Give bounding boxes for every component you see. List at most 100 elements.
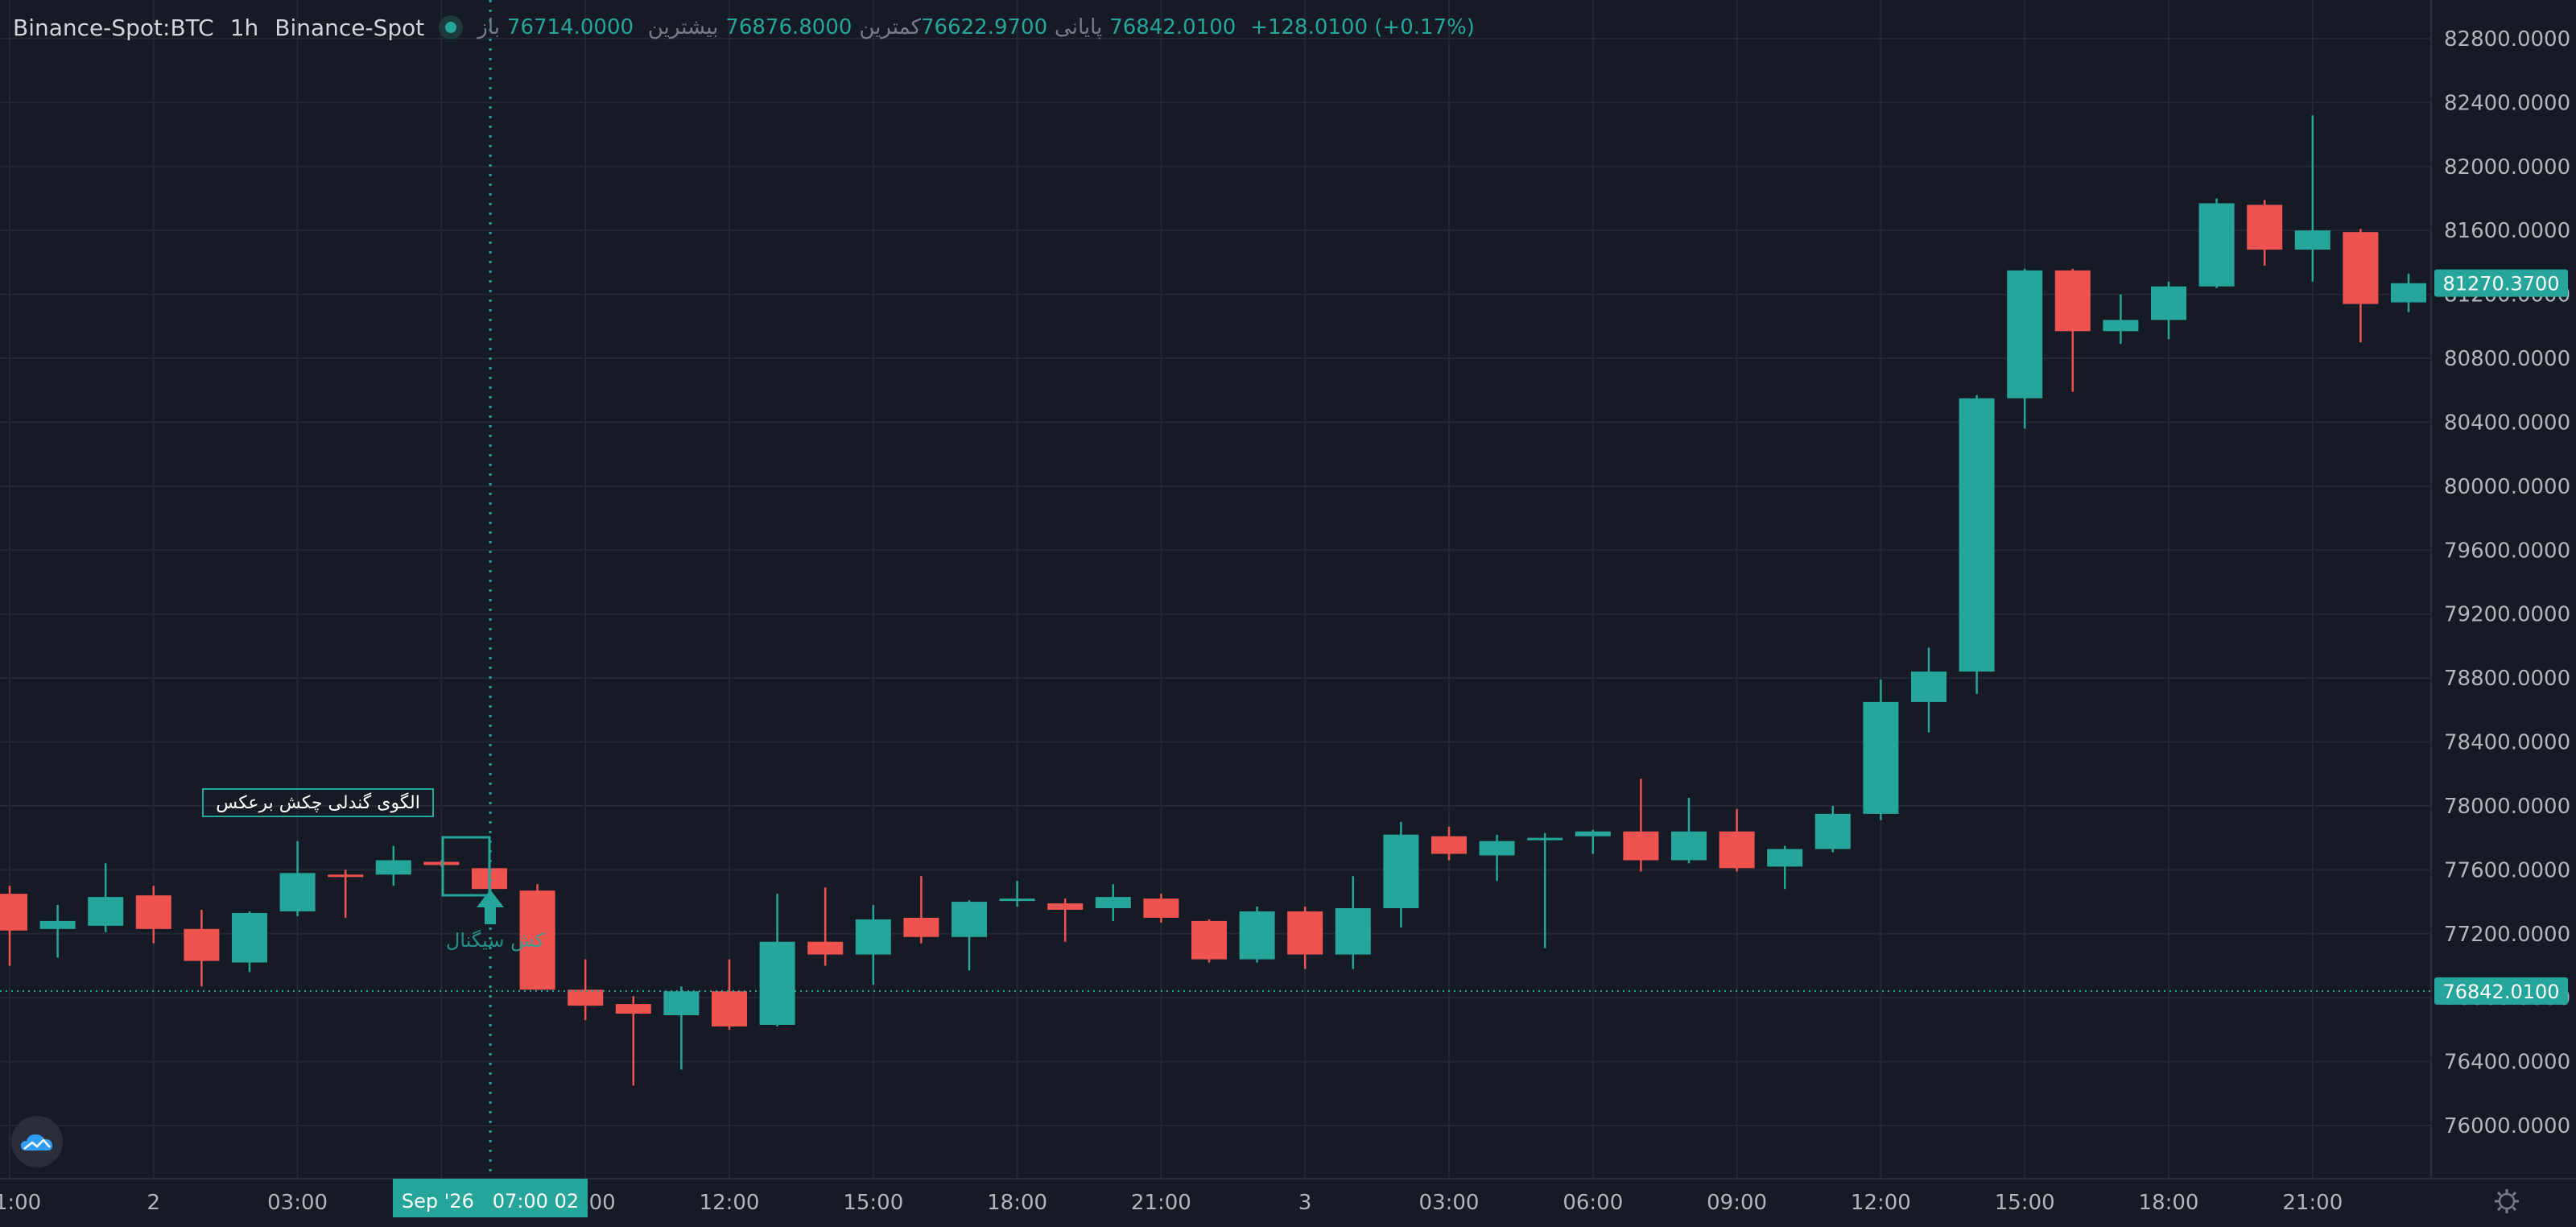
crosshair-time-label: Sep '26 07:00 02 [402,1190,579,1213]
candle-body[interactable] [88,897,124,926]
live-dot-icon [439,15,464,39]
high-label: بیشترین [647,15,719,39]
time-axis[interactable]: 1:00 2 03:00 06:00 09:00 12:00 15:00 18:00 21:00… [0,1191,2343,1215]
change-value: +128.0100 (+0.17%) [1250,15,1475,39]
candle-body[interactable] [2247,204,2283,250]
price-tick-label: 81600.0000 [2444,219,2570,243]
time-tick-label: 03:00 [267,1191,328,1215]
candle-body[interactable] [568,989,604,1006]
candle-body[interactable] [1287,911,1323,955]
time-tick-label: 2 [147,1191,161,1215]
price-tick-label: 79200.0000 [2444,603,2570,627]
price-axis[interactable]: 82800.0000 82400.0000 82000.0000 81600.0000… [2444,27,2570,1138]
time-tick-label: 09:00 [1707,1191,1767,1215]
price-tick-label: 77600.0000 [2444,858,2570,882]
candle-body[interactable] [2007,270,2043,399]
time-tick-label: 15:00 [1995,1191,2055,1215]
price-tick-label: 82800.0000 [2444,27,2570,52]
candle-body[interactable] [2391,283,2426,303]
candle-body[interactable] [328,874,364,878]
candle-body[interactable] [423,861,460,866]
candle-body[interactable] [1239,911,1275,960]
candle-body[interactable] [1143,899,1179,918]
candle-body[interactable] [1527,837,1563,841]
candle-body[interactable] [712,991,747,1027]
price-tick-label: 79600.0000 [2444,539,2570,563]
pattern-highlight-box [441,836,491,897]
candle-body[interactable] [1095,897,1131,908]
candle-body[interactable] [232,912,267,963]
low-value: 76622.9700 [920,15,1048,39]
candle-body[interactable] [279,873,316,911]
candle-body[interactable] [1047,903,1084,910]
candle-body[interactable] [1767,849,1803,867]
price-tick-label: 80800.0000 [2444,347,2570,371]
time-tick-label: 3 [1298,1191,1312,1215]
exchange-label: Binance-Spot [275,14,425,41]
cloud-logo-icon[interactable] [11,1116,63,1167]
interval-label[interactable]: 1h [229,14,259,41]
candle-body[interactable] [1911,671,1946,702]
candle-body[interactable] [2151,286,2186,320]
candle-body[interactable] [952,902,987,937]
time-tick-label: 12:00 [700,1191,760,1215]
candle-body[interactable] [135,895,171,929]
candle-body[interactable] [759,941,795,1025]
candles[interactable] [0,115,2426,1086]
time-tick-label: 12:00 [1851,1191,1911,1215]
candle-body[interactable] [0,894,27,931]
candle-body[interactable] [2198,203,2235,287]
candle-body[interactable] [999,899,1035,902]
candle-body[interactable] [39,920,76,929]
high-value: 76876.8000 [725,15,852,39]
candle-body[interactable] [1959,398,1995,672]
candle-body[interactable] [1719,831,1755,869]
price-tick-label: 76400.0000 [2444,1051,2570,1075]
close-value: 76842.0100 [1109,15,1236,39]
candle-body[interactable] [807,941,844,955]
price-tick-label: 76000.0000 [2444,1114,2570,1138]
candle-body[interactable] [2343,232,2379,304]
candle-body[interactable] [1623,831,1659,861]
candle-body[interactable] [1863,701,1899,814]
price-tick-label: 80400.0000 [2444,411,2570,435]
open-label: باز [477,15,500,39]
candle-body[interactable] [663,991,700,1016]
candle-body[interactable] [184,928,220,961]
pattern-label: الگوی گندلی چکش برعکس [216,792,420,813]
crosshair-price-label: 81270.3700 [2442,273,2559,295]
signal-label: کش سیگنال [446,929,545,952]
time-tick-label: 18:00 [987,1191,1047,1215]
candle-body[interactable] [1383,834,1419,908]
candle-body[interactable] [519,890,555,990]
candle-body[interactable] [615,1004,651,1014]
pattern-label-box [202,788,434,817]
candle-body[interactable] [1575,831,1611,837]
overlays: الگوی گندلی چکش برعکس کش سیگنال [0,0,2431,1179]
candle-body[interactable] [903,917,939,937]
candle-body[interactable] [2054,270,2091,332]
time-tick-label: 15:00 [843,1191,903,1215]
candle-body[interactable] [855,919,891,955]
candle-body[interactable] [1479,841,1515,856]
candle-body[interactable] [1335,908,1371,955]
low-label: کمترین [859,15,921,39]
candle-body[interactable] [1671,831,1707,861]
candle-body[interactable] [1191,920,1227,960]
price-tick-label: 82400.0000 [2444,91,2570,115]
time-tick-label: 03:00 [1419,1191,1480,1215]
time-tick-label: 1:00 [0,1191,41,1215]
symbol-name[interactable]: Binance-Spot:BTC [13,14,214,41]
crosshair-time-tag: Sep '26 07:00 02 [393,1179,588,1217]
candle-body[interactable] [1814,813,1851,849]
candle-body[interactable] [1431,836,1467,854]
gear-icon[interactable] [2492,1187,2521,1216]
last-price-label: 76842.0100 [2442,981,2559,1003]
candle-body[interactable] [2294,230,2330,250]
price-tick-label: 80000.0000 [2444,475,2570,499]
price-tick-label: 78400.0000 [2444,731,2570,755]
candle-body[interactable] [375,860,411,875]
candle-body[interactable] [2103,320,2139,332]
